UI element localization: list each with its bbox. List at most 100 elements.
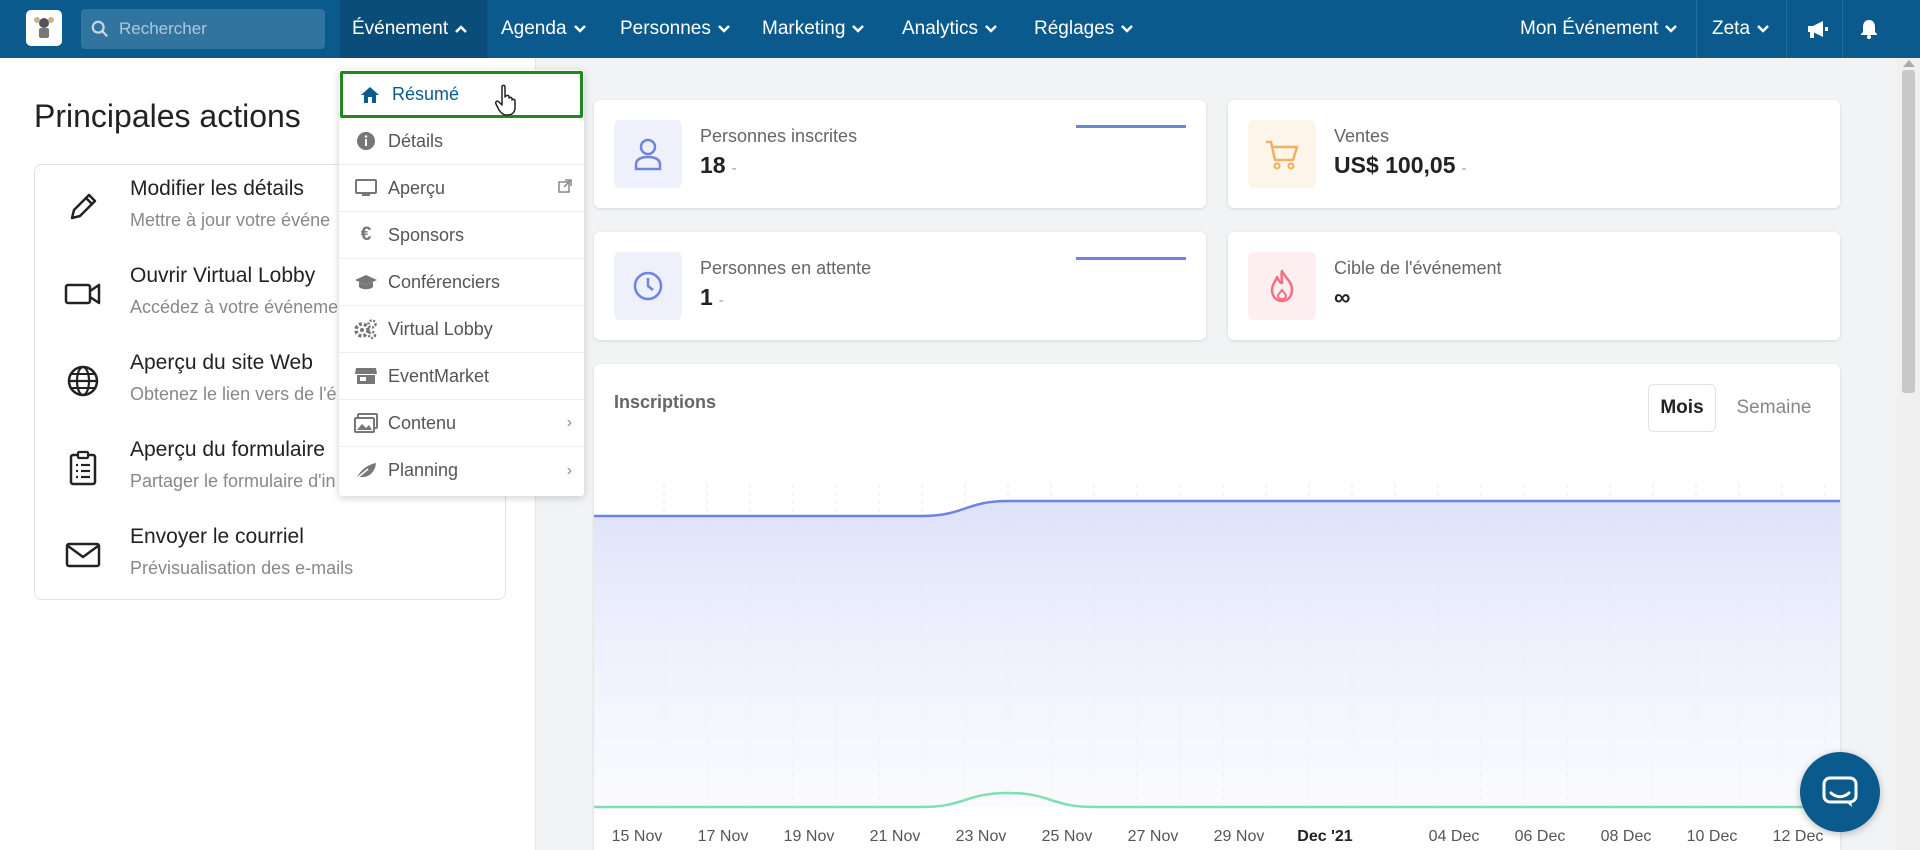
action-description: Accédez à votre événeme <box>130 297 339 317</box>
menu-item-contenu[interactable]: Contenu › <box>339 400 584 447</box>
scroll-up-arrow[interactable] <box>1903 60 1915 67</box>
globe-icon <box>63 361 103 401</box>
month-toggle[interactable]: Mois <box>1648 384 1716 432</box>
stat-number: US$ 100,05 <box>1334 152 1456 178</box>
menu-item-label: EventMarket <box>388 365 490 386</box>
clipboard-icon <box>63 448 103 488</box>
menu-item-eventmarket[interactable]: EventMarket <box>339 353 584 400</box>
chat-launcher-button[interactable] <box>1800 752 1880 832</box>
x-tick-label: 27 Nov <box>1128 828 1179 845</box>
action-title: Aperçu du formulaire <box>130 438 325 461</box>
scrollbar-thumb[interactable] <box>1902 70 1915 393</box>
graduation-cap-icon <box>352 273 380 291</box>
stat-number: ∞ <box>1334 284 1351 310</box>
action-title: Modifier les détails <box>130 177 304 200</box>
x-tick-label: 29 Nov <box>1214 828 1265 845</box>
nav-evenement[interactable]: Événement <box>340 0 487 58</box>
nav-analytics[interactable]: Analytics <box>890 0 1010 58</box>
clock-icon <box>614 252 682 320</box>
menu-item-label: Aperçu <box>388 177 446 198</box>
evenement-dropdown-menu: Résumé Détails Aperçu € Sponsors Confére… <box>339 70 584 496</box>
x-tick-label: 06 Dec <box>1515 828 1566 845</box>
x-tick-label: 19 Nov <box>784 828 835 845</box>
chevron-down-icon <box>573 25 586 33</box>
chart-title: Inscriptions <box>614 392 717 412</box>
chevron-right-icon: › <box>566 461 572 479</box>
action-website-preview[interactable]: Aperçu du site Web Obtenez le lien vers … <box>35 339 505 426</box>
stat-number: 18 <box>700 152 726 178</box>
my-event-menu[interactable]: Mon Événement <box>1508 0 1690 58</box>
menu-item-label: Détails <box>388 130 444 151</box>
x-tick-label: Dec '21 <box>1297 828 1353 845</box>
menu-item-planning[interactable]: Planning › <box>339 447 584 494</box>
menu-item-details[interactable]: Détails <box>339 118 584 165</box>
nav-agenda[interactable]: Agenda <box>489 0 599 58</box>
pencil-icon <box>63 187 103 227</box>
x-tick-label: 15 Nov <box>612 828 663 845</box>
menu-item-label: Résumé <box>392 84 460 104</box>
stat-trend: - <box>731 160 737 177</box>
page-scrollbar[interactable] <box>1897 58 1920 850</box>
registrations-chart: 15 Nov 17 Nov 19 Nov 21 Nov 23 Nov 25 Nov 27 N… <box>594 484 1840 845</box>
top-navigation-bar: Événement Agenda Personnes Marketing Ana… <box>0 0 1920 58</box>
week-toggle[interactable]: Semaine <box>1736 397 1812 418</box>
nav-analytics-label: Analytics <box>902 18 979 39</box>
stat-card-sales: Ventes US$ 100,05- <box>1228 100 1840 208</box>
notifications-button[interactable] <box>1846 0 1892 58</box>
chevron-down-icon <box>852 25 865 33</box>
my-event-label: Mon Événement <box>1520 18 1659 39</box>
app-logo[interactable] <box>26 10 62 46</box>
menu-item-conferenciers[interactable]: Conférenciers <box>339 259 584 306</box>
x-tick-label: 12 Dec <box>1773 828 1824 845</box>
nav-marketing[interactable]: Marketing <box>750 0 877 58</box>
nav-divider <box>1696 0 1697 58</box>
nav-reglages-label: Réglages <box>1034 18 1115 39</box>
action-edit-details[interactable]: Modifier les détails Mettre à jour votre… <box>35 165 505 252</box>
sparkline <box>1076 257 1186 260</box>
stat-card-target: Cible de l'événement ∞ <box>1228 232 1840 340</box>
menu-item-resume[interactable]: Résumé <box>340 71 583 118</box>
menu-item-label: Virtual Lobby <box>388 318 493 339</box>
stat-value: 1- <box>700 284 724 311</box>
stat-label: Personnes en attente <box>700 258 872 278</box>
nav-divider <box>1842 0 1843 58</box>
stat-card-registered: Personnes inscrites 18- <box>594 100 1206 208</box>
images-icon <box>352 413 380 433</box>
stat-value: 18- <box>700 152 737 179</box>
fire-icon <box>1248 252 1316 320</box>
menu-item-sponsors[interactable]: € Sponsors <box>339 212 584 259</box>
action-form-preview[interactable]: Aperçu du formulaire Partager le formula… <box>35 426 505 513</box>
stat-number: 1 <box>700 284 713 310</box>
x-tick-label: 08 Dec <box>1601 828 1652 845</box>
action-description: Partager le formulaire d'in <box>130 471 336 491</box>
envelope-icon <box>63 535 103 575</box>
page-title: Principales actions <box>34 98 301 134</box>
chevron-down-icon <box>717 25 730 33</box>
info-icon <box>352 131 380 151</box>
action-description: Prévisualisation des e-mails <box>130 558 354 578</box>
announcements-button[interactable] <box>1794 0 1842 58</box>
x-tick-label: 25 Nov <box>1042 828 1093 845</box>
chevron-down-icon <box>985 25 997 33</box>
menu-item-virtual-lobby[interactable]: Virtual Lobby <box>339 306 584 353</box>
menu-item-apercu[interactable]: Aperçu <box>339 165 584 212</box>
stat-label: Personnes inscrites <box>700 126 858 146</box>
nav-agenda-label: Agenda <box>501 18 567 39</box>
nav-personnes[interactable]: Personnes <box>608 0 743 58</box>
action-send-email[interactable]: Envoyer le courriel Prévisualisation des… <box>35 513 505 599</box>
action-description: Obtenez le lien vers de l'é <box>130 384 337 404</box>
nav-reglages[interactable]: Réglages <box>1022 0 1146 58</box>
user-menu[interactable]: Zeta <box>1700 0 1782 58</box>
user-name: Zeta <box>1712 18 1751 39</box>
search-box[interactable] <box>81 9 325 49</box>
user-icon <box>614 120 682 188</box>
search-input[interactable] <box>119 19 319 39</box>
bell-icon <box>1861 20 1877 39</box>
action-description: Mettre à jour votre événe <box>130 210 331 230</box>
hand-pointer-icon <box>495 84 516 116</box>
chevron-up-icon <box>455 25 468 33</box>
x-tick-label: 23 Nov <box>956 828 1007 845</box>
registrations-area <box>594 501 1840 807</box>
stat-trend: - <box>1461 160 1467 177</box>
action-open-virtual-lobby[interactable]: Ouvrir Virtual Lobby Accédez à votre évé… <box>35 252 505 339</box>
